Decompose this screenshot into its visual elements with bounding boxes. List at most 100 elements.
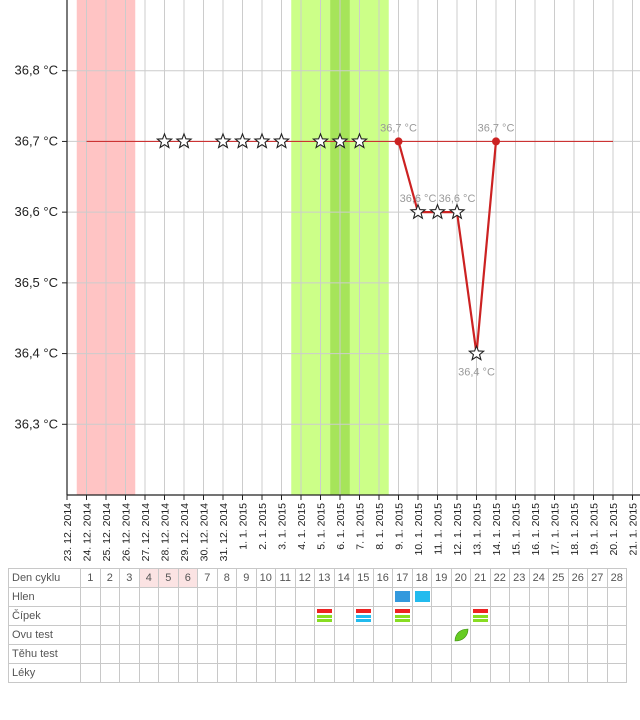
cycle-day-cell: 16	[372, 568, 393, 588]
cycle-table: Den cyklu 1 2 3 4 5 6 7 8 9 10 11 12 13 14 15 16 17 18 19 20…	[8, 568, 627, 683]
table-cell	[587, 663, 608, 683]
table-cell	[119, 625, 140, 645]
cycle-day-cell: 20	[450, 568, 471, 588]
y-tick-label: 36,7 °C	[14, 133, 58, 148]
table-cell	[216, 587, 237, 607]
table-cell	[489, 625, 510, 645]
table-cell	[333, 644, 354, 664]
table-row: Čípek	[8, 606, 627, 626]
table-cell	[119, 587, 140, 607]
table-cell	[80, 587, 101, 607]
table-cell	[314, 663, 335, 683]
cycle-day-cell: 22	[489, 568, 510, 588]
table-cell	[567, 625, 588, 645]
cervix-red-green-icon-bottom	[395, 619, 410, 622]
mucus-lightblue-icon	[414, 591, 430, 602]
y-tick-label: 36,6 °C	[14, 204, 58, 219]
x-tick-label: 4. 1. 2015	[296, 503, 308, 550]
cycle-day-cell: 6	[177, 568, 198, 588]
table-cell	[548, 606, 569, 626]
table-cell	[372, 606, 393, 626]
table-cell	[158, 644, 179, 664]
mucus-blue-icon	[395, 591, 410, 602]
y-tick-label: 36,4 °C	[14, 346, 58, 361]
table-cell	[587, 606, 608, 626]
star-marker	[467, 344, 486, 361]
cycle-day-cell: 7	[197, 568, 218, 588]
table-cell	[80, 663, 101, 683]
table-cell	[548, 625, 569, 645]
table-cell	[548, 663, 569, 683]
table-cell	[138, 663, 159, 683]
x-tick-label: 19. 1. 2015	[589, 503, 601, 556]
cycle-day-cell: 18	[411, 568, 432, 588]
table-cell	[606, 625, 627, 645]
table-cell	[314, 625, 335, 645]
table-cell	[119, 644, 140, 664]
table-cell	[528, 625, 549, 645]
x-tick-label: 25. 12. 2014	[101, 503, 113, 562]
x-tick-label: 28. 12. 2014	[160, 503, 172, 562]
star-marker	[155, 132, 174, 149]
table-cell	[333, 625, 354, 645]
x-tick-label: 13. 1. 2015	[472, 503, 484, 556]
table-cell	[353, 625, 374, 645]
y-axis: 36,3 °C 36,4 °C 36,5 °C 36,6 °C 36,7 °C 36,8 …	[14, 0, 68, 495]
table-cell	[372, 663, 393, 683]
table-row: Hlen	[8, 587, 627, 607]
x-tick-label: 7. 1. 2015	[355, 503, 367, 550]
cycle-day-cell: 19	[431, 568, 452, 588]
table-cell	[431, 587, 452, 607]
table-cell	[138, 625, 159, 645]
table-cell	[470, 644, 491, 664]
table-cell	[236, 587, 257, 607]
dot-marker	[492, 137, 500, 146]
table-cell	[275, 587, 296, 607]
star-marker	[331, 132, 349, 149]
cycle-day-cell: 15	[353, 568, 374, 588]
y-tick-label: 36,3 °C	[14, 416, 58, 431]
star-marker	[214, 132, 232, 149]
table-cell	[528, 587, 549, 607]
x-tick-label: 27. 12. 2014	[140, 503, 152, 562]
table-cell	[255, 625, 276, 645]
x-tick-label: 2. 1. 2015	[257, 503, 269, 550]
table-cell	[158, 625, 179, 645]
x-tick-label: 23. 12. 2014	[62, 503, 74, 562]
table-cell	[528, 606, 549, 626]
x-tick-label: 24. 12. 2014	[82, 503, 94, 562]
table-cell	[411, 625, 432, 645]
x-tick-label: 1. 1. 2015	[238, 503, 250, 550]
table-cell	[333, 663, 354, 683]
cycle-day-cell: 13	[314, 568, 335, 588]
table-cell	[294, 663, 315, 683]
table-cell	[80, 625, 101, 645]
table-cell	[197, 587, 218, 607]
star-marker	[428, 203, 447, 220]
table-cell	[99, 663, 120, 683]
cervix-red-green-icon-bottom	[317, 615, 332, 618]
cycle-day-cell: 17	[392, 568, 413, 588]
cervix-red-green-icon-top	[473, 609, 488, 613]
table-cell	[372, 625, 393, 645]
cycle-day-cell: 26	[567, 568, 588, 588]
x-tick-label: 29. 12. 2014	[179, 503, 191, 562]
table-row: Léky	[8, 663, 627, 683]
table-cell	[372, 587, 393, 607]
cervix-red-blue-icon-bottom	[356, 619, 371, 622]
x-tick-label: 14. 1. 2015	[491, 503, 503, 556]
cycle-day-cell: 23	[509, 568, 530, 588]
star-marker	[311, 132, 330, 149]
cycle-day-cell: 24	[528, 568, 549, 588]
table-cell	[216, 644, 237, 664]
table-cell	[197, 606, 218, 626]
leaf-icon	[454, 628, 468, 642]
table-cell	[392, 663, 413, 683]
table-cell	[236, 625, 257, 645]
temperature-markers	[155, 132, 500, 361]
star-marker	[175, 132, 193, 149]
table-cell	[275, 625, 296, 645]
table-cell	[275, 663, 296, 683]
cycle-day-cell: 11	[275, 568, 296, 588]
x-tick-label: 5. 1. 2015	[316, 503, 328, 550]
